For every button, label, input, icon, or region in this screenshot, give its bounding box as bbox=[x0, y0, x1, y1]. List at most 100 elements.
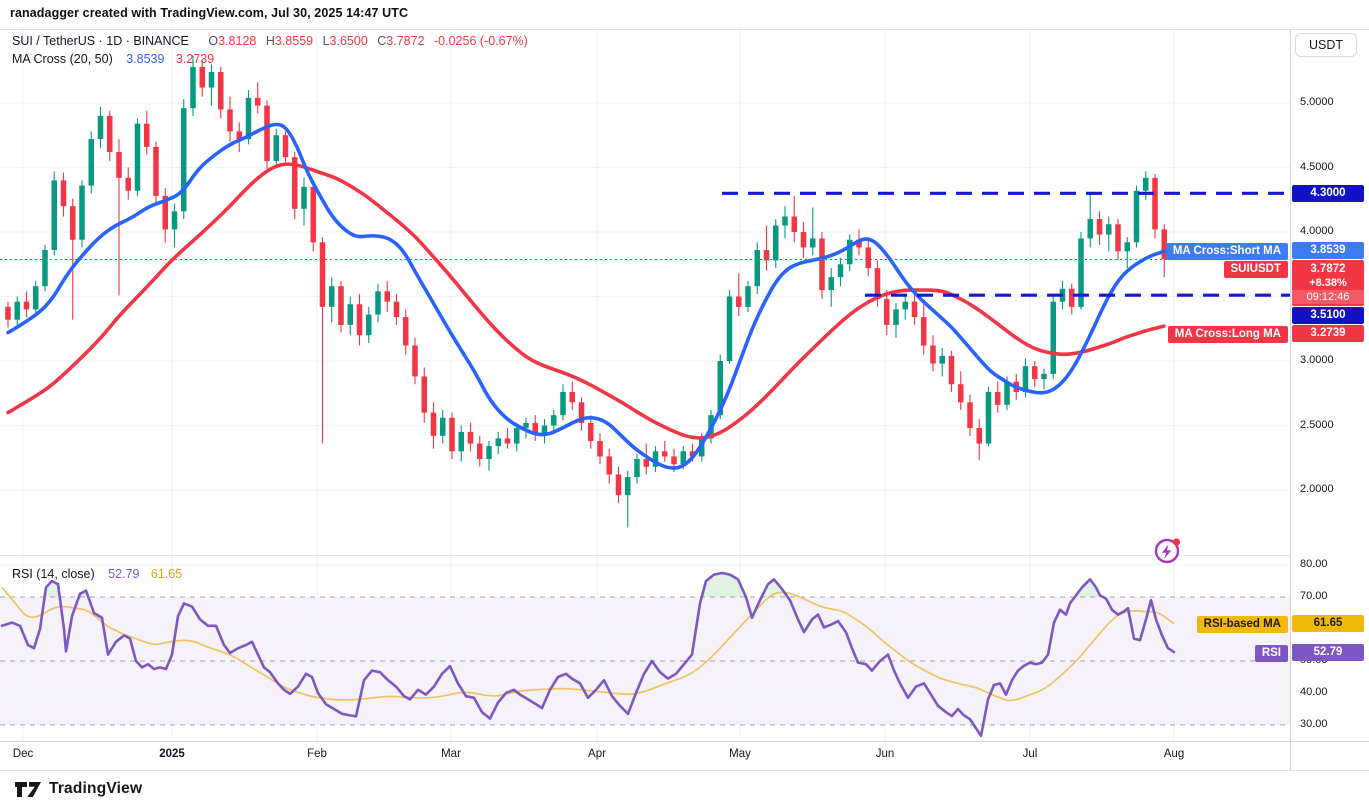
rsi-legend: RSI (14, close) 52.79 61.65 bbox=[12, 567, 182, 581]
candle bbox=[33, 286, 39, 310]
candle bbox=[1143, 177, 1149, 191]
last-price-badge: 3.7872 +8.38% 09:12:46 bbox=[1292, 260, 1364, 307]
rsi-axis-label[interactable]: 40.00 bbox=[1300, 686, 1328, 698]
candle bbox=[597, 440, 603, 457]
tradingview-logo-text[interactable]: TradingView bbox=[49, 780, 143, 797]
candle bbox=[338, 286, 344, 325]
currency-toggle-button[interactable]: USDT bbox=[1295, 33, 1357, 57]
price-pane[interactable] bbox=[0, 30, 1290, 554]
rsi-legend-value: 52.79 bbox=[108, 567, 140, 581]
candle bbox=[23, 301, 30, 310]
time-axis-label[interactable]: Aug bbox=[1163, 748, 1185, 760]
short-ma-price-float-label[interactable]: MA Cross:Short MA bbox=[1165, 243, 1288, 261]
rsi-ma-value-float-label[interactable]: RSI-based MA bbox=[1196, 616, 1288, 634]
candle bbox=[726, 296, 733, 361]
candle bbox=[467, 431, 474, 444]
candle bbox=[97, 115, 104, 140]
candle bbox=[366, 314, 372, 336]
candle bbox=[958, 384, 964, 403]
top-divider bbox=[0, 29, 1369, 30]
symbol-title[interactable]: SUI / TetherUS · 1D · BINANCE bbox=[12, 34, 189, 48]
resistance-price-badge: 4.3000 bbox=[1292, 184, 1364, 202]
candle bbox=[393, 301, 400, 318]
support-price-badge: 3.5100 bbox=[1292, 307, 1364, 325]
price-axis-label[interactable]: 4.0000 bbox=[1300, 225, 1334, 237]
rsi-axis-label[interactable]: 70.00 bbox=[1300, 590, 1328, 602]
price-axis-label[interactable]: 5.0000 bbox=[1300, 96, 1334, 108]
candle bbox=[810, 238, 816, 248]
long-ma-price-float-label[interactable]: MA Cross:Long MA bbox=[1167, 326, 1288, 344]
time-axis-label[interactable]: Jul bbox=[1022, 748, 1038, 760]
candle bbox=[42, 250, 48, 287]
rsi-axis-label[interactable]: 30.00 bbox=[1300, 718, 1328, 730]
price-axis-label[interactable]: 2.0000 bbox=[1300, 483, 1334, 495]
price-axis-label[interactable]: 2.5000 bbox=[1300, 418, 1334, 431]
bottom-divider bbox=[0, 770, 1369, 771]
candle bbox=[1133, 190, 1140, 243]
price-scale-divider[interactable] bbox=[1290, 29, 1291, 770]
ma-cross-title[interactable]: MA Cross (20, 50) bbox=[12, 52, 113, 66]
last-price-float-label[interactable]: SUIUSDT bbox=[1223, 261, 1288, 279]
flash-event-icon[interactable] bbox=[1152, 535, 1182, 565]
time-axis-label[interactable]: Apr bbox=[588, 748, 606, 760]
candle bbox=[995, 391, 1001, 405]
candle bbox=[51, 180, 57, 251]
price-axis-label[interactable]: 4.5000 bbox=[1300, 160, 1334, 173]
time-axis-label[interactable]: 2025 bbox=[159, 748, 185, 760]
tradingview-logo-icon[interactable] bbox=[14, 777, 42, 801]
candle bbox=[847, 239, 853, 265]
candle bbox=[227, 109, 233, 132]
attribution-text: ranadagger created with TradingView.com,… bbox=[10, 6, 409, 20]
candle bbox=[375, 291, 381, 315]
bar-countdown: 09:12:46 bbox=[1292, 290, 1364, 305]
long-ma-legend-value: 3.2739 bbox=[175, 52, 215, 66]
rsi-ma-value-badge: 61.65 bbox=[1292, 615, 1364, 633]
lightning-bolt-icon bbox=[1162, 544, 1172, 559]
rsi-value-badge: 52.79 bbox=[1292, 643, 1364, 661]
time-axis-label[interactable]: May bbox=[729, 748, 751, 760]
time-axis-label[interactable]: Mar bbox=[441, 748, 461, 760]
candle bbox=[1022, 366, 1029, 392]
candle bbox=[107, 115, 113, 153]
candle bbox=[865, 247, 871, 269]
pane-divider bbox=[0, 555, 1290, 556]
rsi-title[interactable]: RSI (14, close) bbox=[12, 567, 95, 581]
time-axis-label[interactable]: Dec bbox=[12, 748, 34, 760]
candle bbox=[560, 391, 566, 416]
candle bbox=[504, 438, 511, 444]
candle bbox=[532, 422, 538, 434]
candle bbox=[88, 139, 94, 186]
candle bbox=[153, 146, 159, 196]
candle bbox=[745, 286, 751, 307]
candle bbox=[477, 443, 483, 460]
candle bbox=[1096, 219, 1103, 235]
candle bbox=[634, 459, 640, 478]
candle bbox=[671, 456, 677, 465]
candle bbox=[1161, 229, 1167, 260]
candle bbox=[884, 299, 890, 325]
candle bbox=[689, 451, 696, 457]
candle bbox=[1106, 224, 1112, 235]
candle bbox=[541, 425, 548, 434]
candle bbox=[5, 306, 11, 320]
candle bbox=[893, 309, 899, 325]
rsi-pane[interactable] bbox=[0, 556, 1290, 741]
candle bbox=[1041, 373, 1047, 380]
candle bbox=[939, 355, 945, 364]
candle bbox=[495, 438, 501, 447]
candle bbox=[763, 250, 770, 261]
time-axis-label[interactable]: Feb bbox=[307, 748, 327, 760]
rsi-ma-legend-value: 61.65 bbox=[150, 567, 183, 581]
candle bbox=[236, 131, 242, 140]
candle bbox=[14, 301, 20, 320]
rsi-value-float-label[interactable]: RSI bbox=[1254, 644, 1288, 662]
candle bbox=[449, 417, 455, 452]
candle bbox=[1124, 242, 1130, 252]
candle bbox=[134, 123, 141, 191]
candle bbox=[819, 238, 825, 291]
price-axis-label[interactable]: 3.0000 bbox=[1300, 354, 1334, 366]
candle bbox=[282, 135, 289, 158]
rsi-axis-label[interactable]: 80.00 bbox=[1300, 558, 1328, 570]
candle bbox=[837, 264, 844, 278]
time-axis-label[interactable]: Jun bbox=[875, 748, 895, 760]
